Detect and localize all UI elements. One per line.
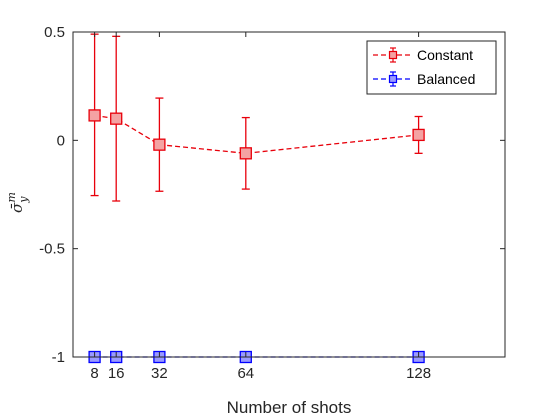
y-axis-title: σ̄ym xyxy=(5,192,30,213)
series-constant xyxy=(88,33,425,202)
x-axis-title: Number of shots xyxy=(227,398,352,417)
y-tick-label: -1 xyxy=(52,349,65,366)
axes-layer: -1 -0.5 0 0.5 8 16 32 64 128 σ̄ym xyxy=(5,24,506,382)
series-line xyxy=(94,114,419,154)
legend-box xyxy=(366,40,497,95)
y-tick-label: 0.5 xyxy=(44,24,65,41)
x-tick-label: 16 xyxy=(108,365,125,382)
y-axis-title-sigma: σ̄ xyxy=(8,202,26,213)
y-tick-label: 0 xyxy=(57,132,65,149)
data-point-marker xyxy=(412,128,425,142)
x-tick-label: 64 xyxy=(237,365,254,382)
y-tick-label: -0.5 xyxy=(39,241,65,258)
y-axis-title-sup: m xyxy=(5,192,18,202)
data-point-marker xyxy=(239,147,252,160)
data-point-marker xyxy=(88,109,101,122)
legend-label: Constant xyxy=(417,47,473,63)
data-point-marker xyxy=(110,112,123,125)
y-axis-title-sub: y xyxy=(17,196,30,204)
legend: Constant Balanced xyxy=(366,40,497,95)
legend-label: Balanced xyxy=(417,71,475,87)
x-tick-label: 128 xyxy=(406,365,431,382)
axes-box xyxy=(72,31,506,358)
x-tick-label: 8 xyxy=(90,365,98,382)
x-tick-label: 32 xyxy=(151,365,168,382)
data-point-marker xyxy=(153,138,166,151)
legend-marker xyxy=(388,74,398,84)
legend-marker xyxy=(388,50,398,60)
